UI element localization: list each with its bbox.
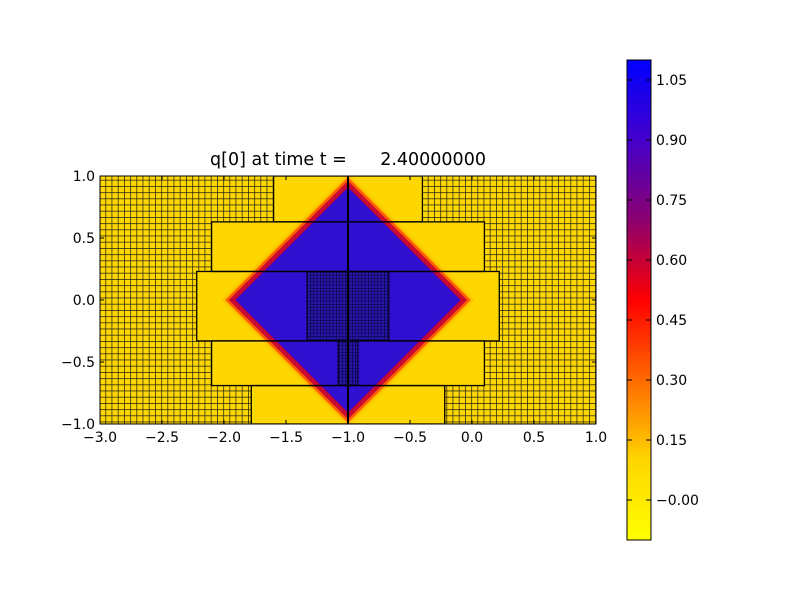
x-tick-label: 0.5 bbox=[523, 430, 545, 446]
colorbar-tick-label: 0.75 bbox=[656, 193, 687, 209]
chart-title: q[0] at time t = 2.40000000 bbox=[210, 150, 486, 170]
y-tick-label: 0.5 bbox=[73, 231, 95, 247]
colorbar-tick-label: 0.90 bbox=[656, 133, 687, 149]
x-tick-label: 1.0 bbox=[585, 430, 607, 446]
x-tick-label: −1.0 bbox=[331, 430, 365, 446]
y-tick-label: 1.0 bbox=[73, 169, 95, 185]
y-axis: 1.0 0.5 0.0 −0.5 −1.0 bbox=[61, 169, 596, 433]
colorbar-tick-label: 0.30 bbox=[656, 373, 687, 389]
y-tick-label: −0.5 bbox=[61, 355, 95, 371]
x-tick-label: −1.5 bbox=[269, 430, 303, 446]
heatmap-axes bbox=[100, 176, 596, 424]
colorbar-tick-label: 0.45 bbox=[656, 313, 687, 329]
colorbar-tick-label: 1.05 bbox=[656, 73, 687, 89]
colorbar-tick-label: 0.60 bbox=[656, 253, 687, 269]
colorbar-tick-label: −0.00 bbox=[656, 493, 699, 509]
x-tick-label: 0.0 bbox=[461, 430, 483, 446]
x-tick-label: −0.5 bbox=[393, 430, 427, 446]
y-tick-label: −1.0 bbox=[61, 417, 95, 433]
x-axis: −3.0 −2.5 −2.0 −1.5 −1.0 −0.5 0.0 0.5 1.0 bbox=[83, 176, 607, 446]
x-tick-label: −2.0 bbox=[207, 430, 241, 446]
x-tick-label: −3.0 bbox=[83, 430, 117, 446]
colorbar-axis: −0.00 0.15 0.30 0.45 0.60 0.75 0.90 1.05 bbox=[627, 73, 699, 509]
colorbar-tick-label: 0.15 bbox=[656, 433, 687, 449]
colorbar bbox=[626, 59, 652, 541]
y-tick-label: 0.0 bbox=[73, 293, 95, 309]
x-tick-label: −2.5 bbox=[145, 430, 179, 446]
